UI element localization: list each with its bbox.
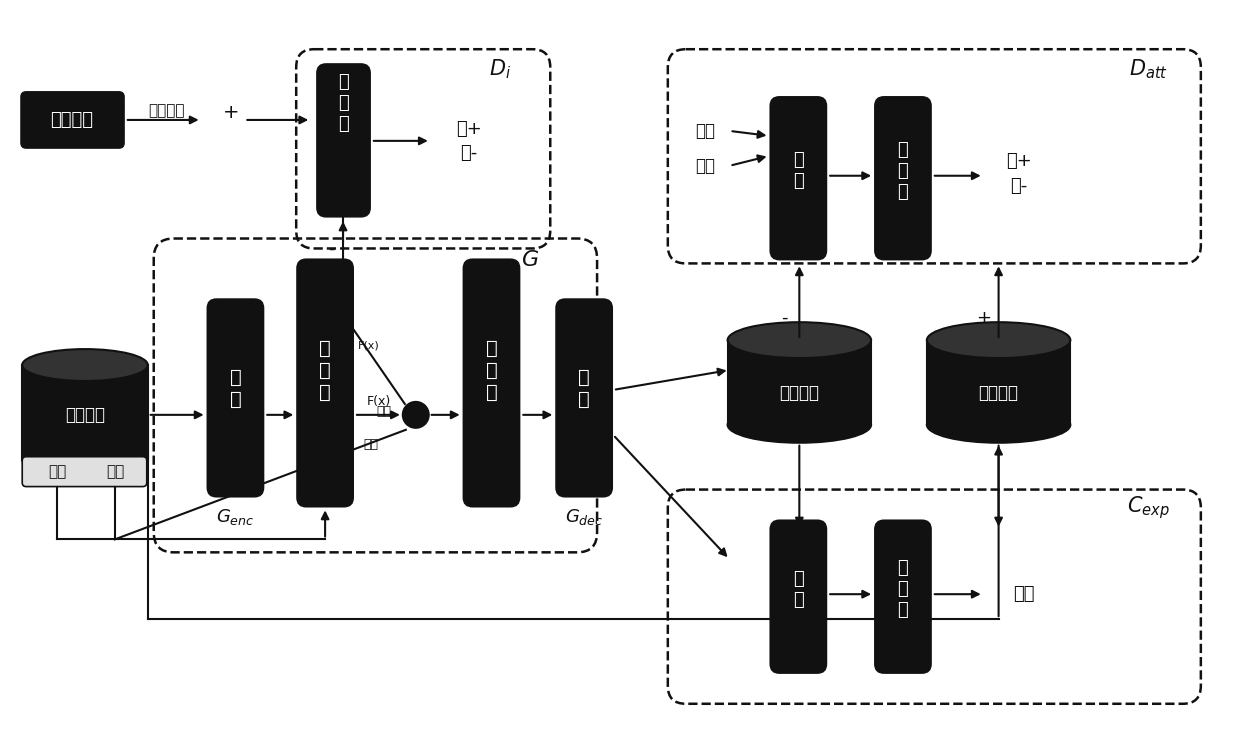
FancyBboxPatch shape [874,96,931,260]
Text: $C_{exp}$: $C_{exp}$ [1127,494,1169,521]
Text: $G$: $G$ [521,251,539,271]
Ellipse shape [22,444,148,476]
Text: $D_i$: $D_i$ [490,57,511,81]
Text: $D_{att}$: $D_{att}$ [1128,57,1168,81]
FancyBboxPatch shape [20,91,125,148]
Ellipse shape [926,407,1070,442]
FancyBboxPatch shape [770,96,827,260]
Bar [728,340,870,424]
Text: 预先分布: 预先分布 [149,104,185,118]
Text: 姿态: 姿态 [377,405,392,418]
Text: 表情: 表情 [694,157,714,175]
Text: 生成图片: 生成图片 [779,384,820,402]
Text: 姿态: 姿态 [694,122,714,140]
FancyBboxPatch shape [22,457,146,487]
Text: 假-: 假- [460,144,477,162]
Text: 全
连
接: 全 连 接 [898,141,909,200]
Text: $G_{dec}$: $G_{dec}$ [565,508,604,527]
Text: 全
连
接: 全 连 接 [319,338,331,401]
Text: +: + [223,104,239,122]
Text: 卷
积: 卷 积 [792,570,804,608]
FancyBboxPatch shape [296,259,353,508]
FancyBboxPatch shape [770,520,827,674]
Ellipse shape [926,322,1070,358]
Ellipse shape [22,349,148,381]
Text: -: - [781,309,787,327]
FancyBboxPatch shape [207,298,264,497]
Ellipse shape [728,407,870,442]
Text: 真+: 真+ [455,120,481,138]
Text: +: + [976,309,991,327]
Text: -: - [327,239,335,257]
Text: 假-: 假- [1009,177,1027,195]
Text: 均匀分布: 均匀分布 [51,111,93,129]
Text: 全
连
接: 全 连 接 [337,74,348,133]
Text: 卷
积: 卷 积 [792,152,804,190]
Text: F(x): F(x) [367,395,391,409]
Text: 真+: 真+ [1006,152,1032,170]
Text: 表情: 表情 [363,438,378,452]
Text: 全
连
接: 全 连 接 [486,338,497,401]
Text: 表情: 表情 [105,464,124,479]
Text: 真实图片: 真实图片 [64,406,105,424]
Text: 表情: 表情 [1013,585,1034,603]
Ellipse shape [728,322,870,358]
Bar [926,340,1070,424]
Text: 真实图片: 真实图片 [978,384,1018,402]
FancyBboxPatch shape [316,63,371,217]
Text: $G_{enc}$: $G_{enc}$ [216,508,254,527]
FancyBboxPatch shape [463,259,521,508]
Text: F(x): F(x) [358,340,379,350]
Text: 姿态: 姿态 [48,464,66,479]
FancyBboxPatch shape [556,298,613,497]
Text: 卷
积: 卷 积 [229,368,242,409]
Text: 全
连
接: 全 连 接 [898,560,909,619]
FancyBboxPatch shape [874,520,931,674]
Circle shape [403,402,429,427]
Bar [22,365,148,460]
Text: 卷
积: 卷 积 [578,368,590,409]
